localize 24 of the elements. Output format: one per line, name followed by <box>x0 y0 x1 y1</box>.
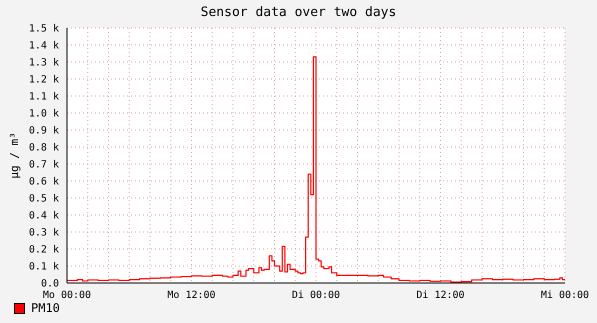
y-axis-title: µg / m³ <box>8 132 21 179</box>
y-tick-label: 0.5 k <box>28 194 59 205</box>
x-tick-label: Mi 00:00 <box>540 290 590 302</box>
y-tick-label: 0.0 <box>40 278 59 290</box>
y-tick-label: 0.9 k <box>28 126 59 137</box>
y-tick-label: 1.1 k <box>28 92 59 103</box>
x-tick-label: Di 00:00 <box>292 290 340 302</box>
x-tick-label: Di 12:00 <box>416 290 465 302</box>
y-tick-label: 0.6 k <box>28 176 59 188</box>
x-tick-label: Mo 12:00 <box>167 290 216 302</box>
y-tick-label: 0.7 k <box>28 160 59 171</box>
chart-title: Sensor data over two days <box>200 5 398 20</box>
legend-label: PM10 <box>31 301 60 315</box>
y-tick-label: 1.4 k <box>28 40 59 52</box>
y-tick-label: 1.0 k <box>28 108 59 120</box>
y-tick-label: 0.3 k <box>28 228 59 239</box>
y-tick-label: 0.1 k <box>28 262 59 273</box>
y-tick-label: 0.2 k <box>28 244 59 256</box>
y-tick-label: 0.4 k <box>28 210 59 222</box>
x-tick-label: Mo 00:00 <box>42 290 92 302</box>
y-tick-label: 1.5 k <box>28 24 59 35</box>
y-tick-label: 0.8 k <box>28 142 59 154</box>
y-tick-label: 1.3 k <box>28 58 59 69</box>
y-tick-label: 1.2 k <box>28 74 59 86</box>
